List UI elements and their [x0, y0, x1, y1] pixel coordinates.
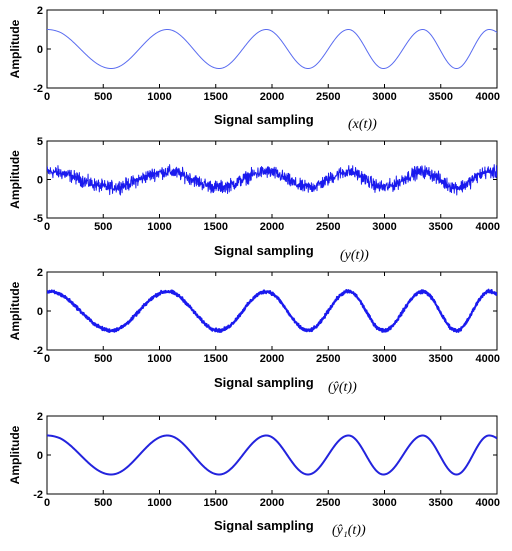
x-tick-label: 500 [94, 353, 112, 365]
y-tick-label: -2 [33, 83, 43, 95]
y-axis-label: Amplitude [8, 150, 22, 209]
y-tick-label: 0 [37, 44, 43, 56]
x-axis-signal-symbol: (x(t)) [348, 117, 377, 132]
x-axis-signal-symbol: (ŷ₁(t)) [332, 523, 366, 538]
x-tick-label: 1500 [204, 221, 228, 233]
x-tick-label: 1500 [204, 353, 228, 365]
x-axis-signal-symbol: (y(t)) [340, 248, 369, 263]
y-tick-label: 0 [37, 450, 43, 462]
series-line [47, 164, 497, 196]
y-tick-label: 2 [37, 267, 43, 279]
x-tick-label: 0 [44, 221, 50, 233]
x-tick-label: 4000 [476, 221, 500, 233]
y-tick-label: 2 [37, 5, 43, 17]
y-tick-label: 5 [37, 136, 43, 148]
y-axis-label: Amplitude [8, 19, 22, 78]
x-tick-label: 3000 [372, 91, 396, 103]
y-axis-label: Amplitude [8, 281, 22, 340]
x-axis-label: Signal sampling [214, 112, 314, 127]
x-tick-label: 1000 [147, 91, 171, 103]
x-tick-label: 2500 [316, 91, 340, 103]
x-tick-label: 1500 [204, 91, 228, 103]
x-tick-label: 0 [44, 497, 50, 509]
series-line [47, 288, 497, 334]
x-tick-label: 4000 [476, 91, 500, 103]
x-tick-label: 4000 [476, 353, 500, 365]
x-tick-label: 2000 [260, 91, 284, 103]
y-tick-label: -5 [33, 213, 43, 225]
y-tick-label: 2 [37, 411, 43, 423]
x-tick-label: 500 [94, 91, 112, 103]
x-axis-label: Signal sampling [214, 518, 314, 533]
x-axis-label: Signal sampling [214, 375, 314, 390]
y-tick-label: -2 [33, 345, 43, 357]
x-tick-label: 1500 [204, 497, 228, 509]
y-tick-label: 0 [37, 175, 43, 187]
x-tick-label: 4000 [476, 497, 500, 509]
x-tick-label: 3000 [372, 497, 396, 509]
x-tick-label: 2000 [260, 353, 284, 365]
y-tick-label: -2 [33, 489, 43, 501]
x-tick-label: 3000 [372, 221, 396, 233]
x-tick-label: 3500 [429, 221, 453, 233]
x-tick-label: 2000 [260, 497, 284, 509]
x-axis-signal-symbol: (ŷ(t)) [328, 380, 357, 395]
x-tick-label: 1000 [147, 497, 171, 509]
x-tick-label: 3000 [372, 353, 396, 365]
x-tick-label: 500 [94, 497, 112, 509]
y-axis-label: Amplitude [8, 425, 22, 484]
x-tick-label: 2000 [260, 221, 284, 233]
x-tick-label: 3500 [429, 353, 453, 365]
x-tick-label: 3500 [429, 497, 453, 509]
x-tick-label: 2500 [316, 353, 340, 365]
series-line [47, 434, 497, 476]
x-tick-label: 0 [44, 353, 50, 365]
y-tick-label: 0 [37, 306, 43, 318]
x-tick-label: 500 [94, 221, 112, 233]
x-axis-label: Signal sampling [214, 243, 314, 258]
x-tick-label: 2500 [316, 221, 340, 233]
x-tick-label: 0 [44, 91, 50, 103]
x-tick-label: 3500 [429, 91, 453, 103]
x-tick-label: 2500 [316, 497, 340, 509]
series-line [47, 29, 497, 69]
x-tick-label: 1000 [147, 353, 171, 365]
x-tick-label: 1000 [147, 221, 171, 233]
